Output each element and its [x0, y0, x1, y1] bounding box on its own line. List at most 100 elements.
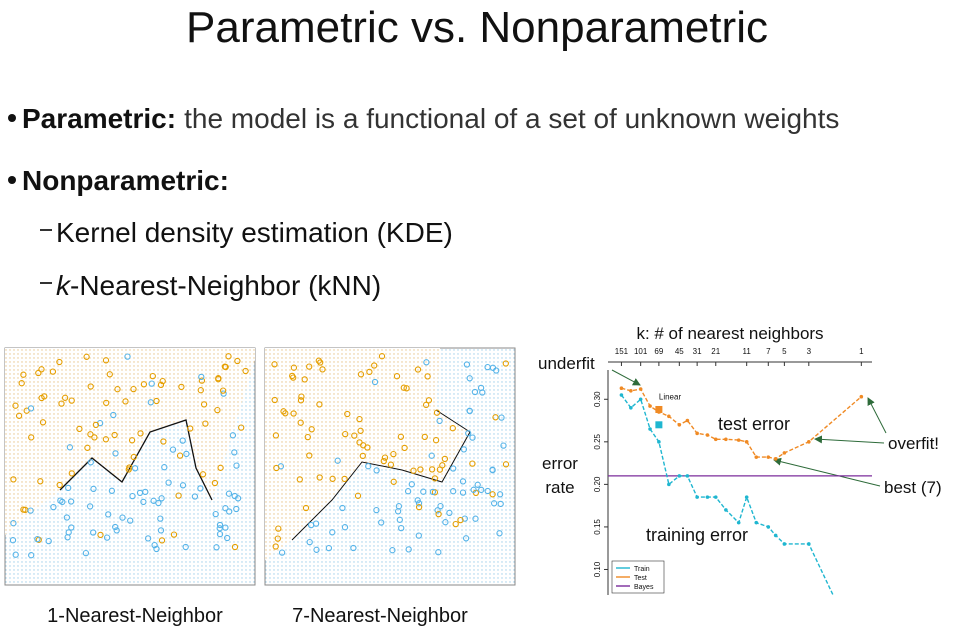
sample	[187, 425, 194, 432]
sample	[140, 381, 148, 388]
sample	[68, 524, 75, 531]
sample	[274, 535, 281, 542]
sample	[222, 524, 229, 531]
sample	[12, 402, 19, 409]
sample	[317, 359, 324, 366]
sample	[108, 487, 116, 494]
sample	[165, 479, 172, 486]
sample	[110, 411, 117, 419]
sample	[457, 516, 464, 524]
sample	[308, 426, 315, 433]
sample	[86, 503, 94, 510]
sample	[329, 529, 336, 536]
sample	[113, 527, 120, 534]
sample	[84, 444, 91, 451]
sample	[57, 497, 64, 504]
sample	[489, 491, 496, 498]
arrow	[867, 397, 887, 434]
annotation: best (7)	[884, 478, 942, 497]
annotation: underfit	[538, 354, 595, 373]
sample	[38, 394, 45, 402]
sample	[233, 505, 240, 513]
sample	[339, 504, 346, 512]
sample	[446, 509, 453, 517]
sample	[106, 371, 113, 378]
point	[677, 423, 682, 427]
sample	[119, 514, 126, 521]
sample	[63, 514, 71, 521]
sample	[342, 430, 349, 438]
sample	[103, 534, 111, 541]
sample	[142, 488, 149, 496]
sample	[357, 371, 365, 378]
arrow	[814, 435, 885, 444]
sample	[216, 521, 224, 529]
sample	[271, 396, 278, 404]
arrow	[773, 457, 881, 487]
y-axis-title: error	[542, 454, 578, 473]
point	[667, 482, 671, 487]
y-tick-label: 0.30	[593, 391, 602, 407]
sample	[20, 506, 27, 513]
sample	[280, 408, 287, 415]
sample	[10, 476, 17, 483]
caption: 7-Nearest-Neighbor	[292, 605, 468, 627]
sample	[170, 531, 178, 538]
point	[807, 440, 811, 444]
sample	[87, 459, 94, 466]
sample	[435, 510, 442, 518]
sample	[450, 488, 457, 495]
point	[736, 520, 741, 525]
sample	[10, 520, 17, 527]
sample	[414, 497, 421, 504]
sample	[319, 366, 326, 373]
sample	[297, 419, 304, 426]
sample	[302, 504, 310, 512]
bullet	[8, 176, 16, 184]
sample	[350, 544, 357, 552]
sample	[103, 399, 110, 407]
sample	[433, 409, 441, 416]
sample	[90, 529, 97, 536]
sample	[131, 465, 139, 472]
sample	[234, 357, 241, 365]
legend-label: Test	[634, 575, 647, 582]
sample	[296, 476, 303, 483]
sample	[492, 414, 499, 421]
point	[773, 457, 778, 461]
sample	[394, 508, 402, 515]
sample	[298, 393, 305, 400]
sample	[479, 389, 486, 396]
y-tick-label: 0.10	[593, 561, 602, 577]
sample	[197, 387, 204, 394]
sub-item: Kernel density estimation (KDE)	[56, 217, 453, 248]
sample	[45, 537, 52, 545]
sample	[153, 545, 160, 553]
sample	[410, 467, 417, 474]
point	[859, 394, 864, 399]
linear-test	[655, 405, 663, 413]
sample	[229, 432, 237, 439]
sample	[498, 414, 505, 421]
sample	[224, 534, 231, 542]
sample	[351, 432, 358, 439]
series-line	[620, 394, 834, 595]
sample	[140, 498, 147, 506]
sample	[97, 531, 104, 539]
sample	[398, 524, 405, 532]
sample	[105, 511, 112, 518]
sample	[182, 543, 189, 551]
sample	[28, 434, 35, 441]
sample	[112, 523, 119, 531]
point	[713, 495, 718, 499]
sample	[56, 358, 63, 366]
knn-images	[4, 347, 516, 586]
sample	[199, 471, 207, 478]
sample	[356, 415, 363, 423]
sample	[158, 537, 166, 544]
sample	[334, 457, 341, 464]
sample	[442, 519, 449, 526]
sample	[238, 424, 245, 431]
sample	[357, 427, 364, 434]
point	[619, 393, 624, 397]
